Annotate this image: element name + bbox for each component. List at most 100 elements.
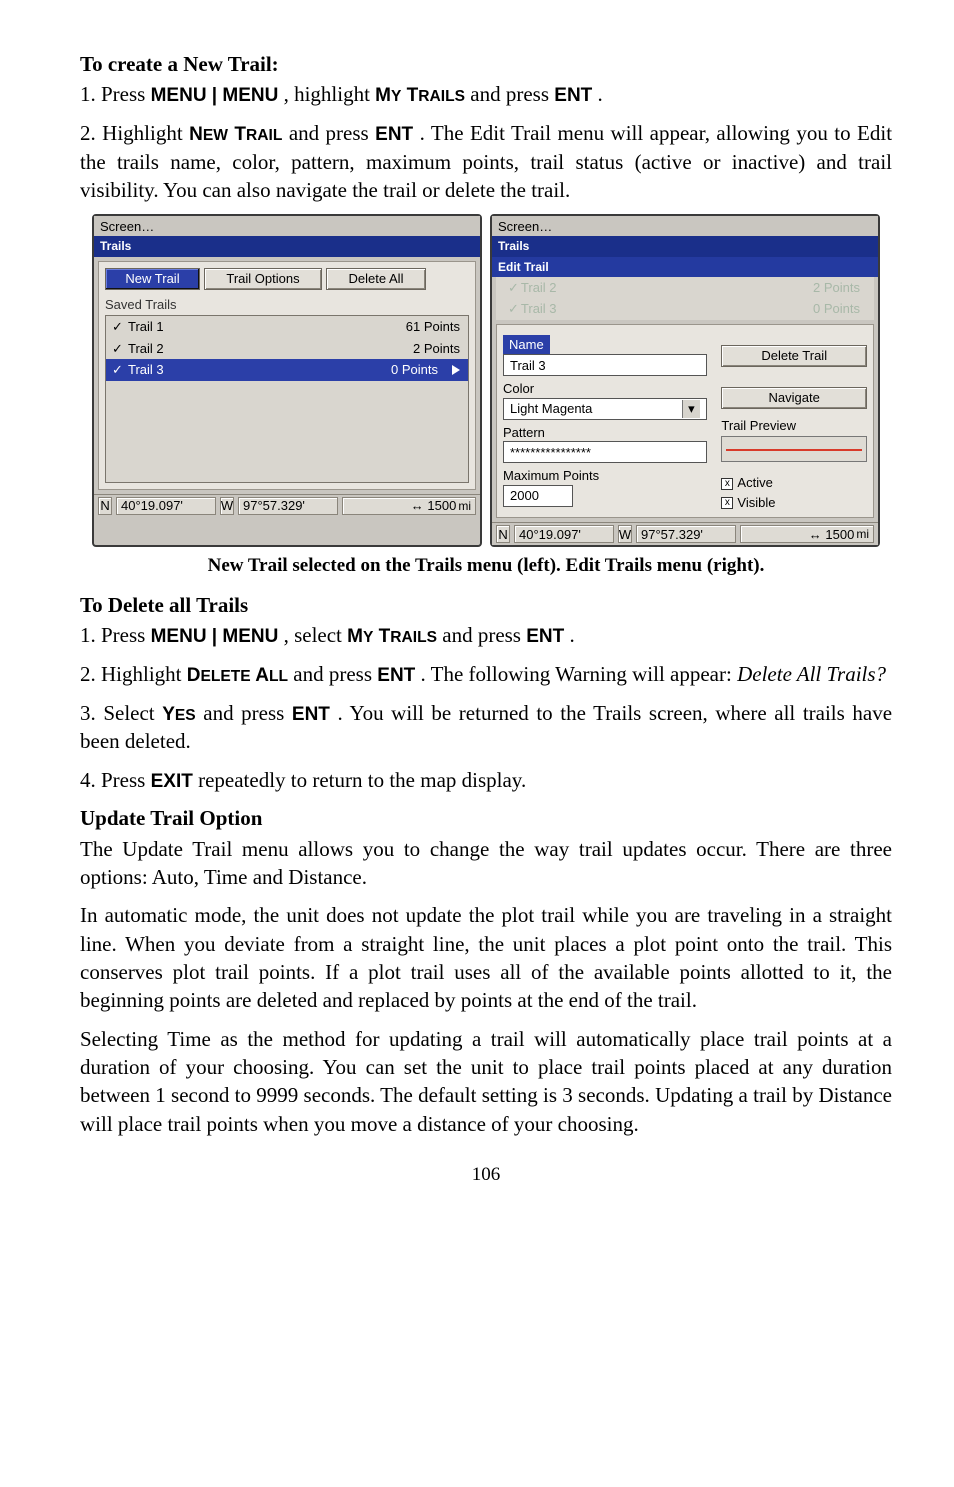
list-item-selected[interactable]: ✓Trail 3 0 Points (106, 359, 468, 381)
lat-cell: 40°19.097' (116, 497, 216, 515)
text: 1. Press (80, 623, 151, 647)
trail-list[interactable]: ✓Trail 1 61 Points ✓Trail 2 2 Points ✓Tr… (105, 315, 469, 483)
key-menu: MENU (222, 85, 278, 106)
pattern-label: Pattern (503, 424, 707, 442)
ghost-name: Trail 2 (521, 279, 557, 297)
checkbox-icon: x (721, 497, 733, 509)
key-ent: ENT (375, 124, 413, 145)
page-number: 106 (80, 1162, 892, 1188)
visible-label: Visible (737, 495, 775, 510)
name-label: Name (503, 335, 550, 355)
text: M (375, 85, 391, 106)
ghost-pts: 0 Points (813, 300, 860, 318)
heading-delete-trails: To Delete all Trails (80, 591, 892, 619)
text: and press (293, 662, 377, 686)
color-value: Light Magenta (510, 400, 682, 418)
trails-panel: New Trail Trail Options Delete All Saved… (98, 261, 476, 491)
maxpoints-field[interactable]: 2000 (503, 485, 573, 507)
delete-step-2: 2. Highlight DELETE ALL and press ENT . … (80, 660, 892, 689)
preview-label: Trail Preview (721, 417, 867, 435)
text: . You will be returned to the Trails scr… (80, 701, 892, 754)
key-exit: EXIT (151, 771, 193, 792)
lon-cell: 97°57.329' (238, 497, 338, 515)
text: and press (289, 121, 375, 145)
text: 2. Highlight (80, 121, 189, 145)
trail-name: Trail 3 (128, 361, 164, 379)
ew-cell: W (618, 525, 632, 543)
lat-cell: 40°19.097' (514, 525, 614, 543)
list-item[interactable]: ✓Trail 2 2 Points (106, 338, 468, 360)
delete-step-4: 4. Press EXIT repeatedly to return to th… (80, 766, 892, 795)
update-para-3: Selecting Time as the method for updatin… (80, 1025, 892, 1138)
step-1-create: 1. Press MENU | MENU , highlight MY TRAI… (80, 80, 892, 109)
scale-unit: mi (458, 498, 471, 514)
key-ent: ENT (377, 665, 415, 686)
text: repeatedly to return to the map display. (198, 768, 526, 792)
text: M (347, 626, 363, 647)
window-title-trails: Trails (492, 236, 878, 256)
key-menu: MENU (222, 626, 278, 647)
text: 2. Highlight (80, 662, 187, 686)
trail-preview (721, 436, 867, 462)
delete-trail-button[interactable]: Delete Trail (721, 345, 867, 367)
edit-panel: Name Trail 3 Color Light Magenta ▾ Patte… (496, 324, 874, 519)
trail-name: Trail 2 (128, 340, 164, 358)
key-menu: MENU (151, 85, 207, 106)
scale-cell: ↔ 1500mi (740, 525, 874, 543)
text: . The following Warning will appear: (421, 662, 738, 686)
name-field[interactable]: Trail 3 (503, 354, 707, 376)
trail-points: 61 Points (406, 318, 460, 336)
text: RAILS (390, 629, 437, 646)
ghost-pts: 2 Points (813, 279, 860, 297)
ns-cell: N (496, 525, 510, 543)
text: A (251, 665, 269, 686)
text: D (187, 665, 201, 686)
trail-points: 2 Points (413, 340, 460, 358)
update-para-2: In automatic mode, the unit does not upd… (80, 901, 892, 1014)
trail-name: Trail 1 (128, 318, 164, 336)
heading-create-trail: To create a New Trail: (80, 50, 892, 78)
trail-points: 0 Points (391, 361, 438, 379)
check-icon: ✓ (112, 340, 126, 358)
preview-line (726, 449, 862, 451)
text: . (598, 82, 603, 106)
check-icon: ✓ (112, 318, 126, 336)
text: Y (162, 704, 175, 725)
text: , highlight (284, 82, 376, 106)
color-label: Color (503, 380, 707, 398)
trail-options-button[interactable]: Trail Options (204, 268, 322, 290)
window-title: Trails (94, 236, 480, 256)
pattern-field[interactable]: **************** (503, 441, 707, 463)
text: ELETE (201, 668, 251, 685)
ns-cell: N (98, 497, 112, 515)
text: LL (269, 668, 288, 685)
screen-label: Screen… (498, 218, 552, 236)
navigate-button[interactable]: Navigate (721, 387, 867, 409)
key-ent: ENT (554, 85, 592, 106)
scale-unit: mi (856, 526, 869, 542)
text: 4. Press (80, 768, 151, 792)
key-menu: MENU (151, 626, 207, 647)
saved-trails-label: Saved Trails (105, 296, 469, 314)
text: ES (175, 707, 196, 724)
color-dropdown[interactable]: Light Magenta ▾ (503, 398, 707, 420)
delete-all-button[interactable]: Delete All (326, 268, 426, 290)
scale-value: ↔ 1500 (809, 526, 855, 544)
ghost-name: Trail 3 (521, 300, 557, 318)
text: and press (442, 623, 526, 647)
trails-screenshot: Screen… Trails New Trail Trail Options D… (92, 214, 482, 547)
chevron-down-icon[interactable]: ▾ (682, 400, 700, 418)
key-sep: | (212, 85, 217, 106)
delete-step-3: 3. Select YES and press ENT . You will b… (80, 699, 892, 756)
screen-label: Screen… (100, 218, 154, 236)
form-left: Name Trail 3 Color Light Magenta ▾ Patte… (503, 331, 707, 507)
new-trail-button[interactable]: New Trail (105, 268, 200, 290)
list-item[interactable]: ✓Trail 1 61 Points (106, 316, 468, 338)
text: 3. Select (80, 701, 162, 725)
text: , select (284, 623, 348, 647)
visible-checkbox[interactable]: x Visible (721, 494, 867, 512)
active-checkbox[interactable]: xActive (721, 474, 867, 492)
text: EW (203, 127, 228, 144)
text: N (189, 124, 203, 145)
titlebar: Screen… (94, 216, 480, 236)
